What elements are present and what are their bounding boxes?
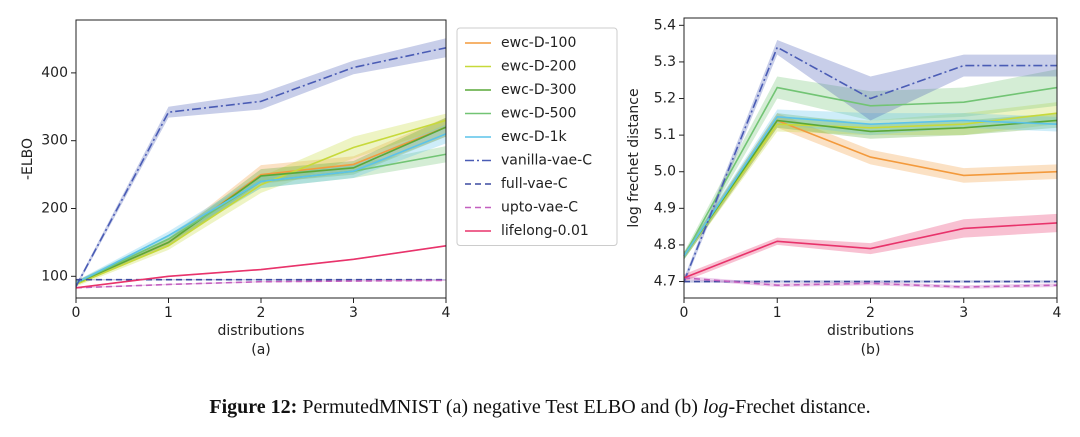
- legend-label: ewc-D-300: [501, 82, 576, 98]
- x-tick-label: 3: [959, 305, 968, 321]
- y-tick-label: 200: [41, 200, 68, 216]
- series-line: [75, 119, 447, 286]
- x-tick-label: 1: [773, 305, 782, 321]
- error-band: [684, 213, 1057, 282]
- x-axis-label: distributions: [827, 323, 914, 339]
- legend-label: ewc-D-200: [501, 59, 576, 75]
- y-tick-label: 4.7: [654, 274, 676, 290]
- y-tick-label: 5.2: [654, 91, 676, 107]
- series-line: [683, 112, 1058, 257]
- error-band: [684, 69, 1057, 260]
- plot: [75, 38, 447, 289]
- x-tick-label: 0: [680, 305, 689, 321]
- series-line: [683, 46, 1057, 282]
- y-tick-label: 4.8: [654, 237, 676, 253]
- plot: [683, 39, 1058, 289]
- x-axis-label: distributions: [217, 323, 304, 339]
- legend-box: [456, 27, 618, 246]
- y-tick-label: 100: [41, 268, 68, 284]
- error-band: [684, 113, 1057, 260]
- y-tick-label: 5.0: [654, 164, 676, 180]
- y-axis-label: log frechet distance: [626, 88, 642, 227]
- legend-label: ewc-D-500: [501, 106, 576, 122]
- error-band: [76, 146, 446, 286]
- legend-label: vanilla-vae-C: [501, 153, 592, 169]
- subtitle: (b): [861, 342, 881, 358]
- series-line: [683, 119, 1058, 257]
- caption-italic: log: [702, 396, 729, 418]
- series-line: [75, 126, 447, 284]
- error-band: [684, 39, 1057, 286]
- series-line: [683, 86, 1058, 257]
- legend-label: ewc-D-1k: [501, 129, 568, 145]
- legend-label: ewc-D-100: [501, 35, 576, 51]
- y-tick-label: 5.3: [654, 54, 676, 70]
- caption-text: -Frechet distance.: [728, 396, 871, 418]
- figure: 0 1 2 3 4 100 200 300 400 distributions (a) -ELBO ew…: [20, 17, 1062, 358]
- series-line: [75, 133, 447, 284]
- x-tick-label: 4: [442, 305, 451, 321]
- x-tick-label: 3: [349, 305, 358, 321]
- legend-label: lifelong-0.01: [501, 223, 589, 239]
- x-tick-label: 0: [72, 305, 81, 321]
- error-band: [76, 38, 446, 289]
- series-line: [75, 244, 447, 289]
- y-tick-label: 4.9: [654, 200, 676, 216]
- series-line: [75, 47, 447, 287]
- x-tick-label: 2: [866, 305, 875, 321]
- caption-label: Figure 12:: [209, 396, 298, 418]
- x-tick-label: 2: [257, 305, 266, 321]
- x-tick-label: 1: [164, 305, 173, 321]
- legend-label: upto-vae-C: [501, 200, 578, 216]
- subtitle: (a): [251, 342, 271, 358]
- series-line: [683, 115, 1058, 257]
- y-tick-label: 400: [41, 65, 68, 81]
- y-tick-label: 300: [41, 133, 68, 149]
- y-tick-label: 5.4: [654, 17, 676, 33]
- series-line: [683, 277, 1058, 288]
- caption-text: PermutedMNIST (a) negative Test ELBO and…: [302, 396, 703, 418]
- series-line: [683, 222, 1058, 279]
- y-tick-label: 5.1: [654, 127, 676, 143]
- y-axis-label: -ELBO: [20, 138, 36, 180]
- series-line: [75, 279, 447, 289]
- x-tick-label: 4: [1053, 305, 1062, 321]
- legend-label: full-vae-C: [501, 176, 568, 192]
- error-band: [684, 109, 1057, 260]
- caption: Figure 12: PermutedMNIST (a) negative Te…: [0, 396, 1080, 419]
